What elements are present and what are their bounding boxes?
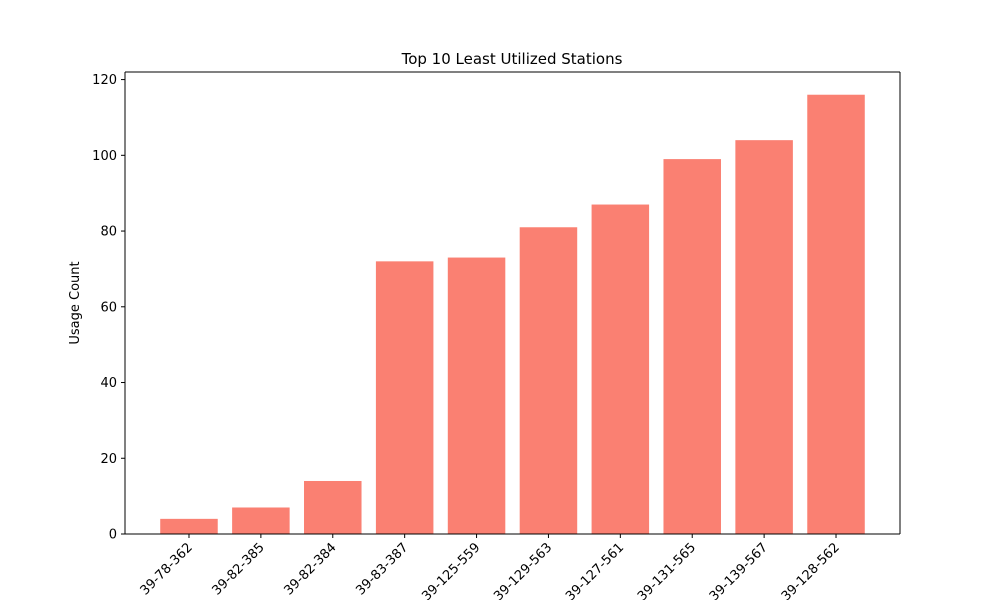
x-ticks-group: 39-78-362 39-82-385 39-82-384 39-83-387 39-1… xyxy=(138,534,843,600)
x-tick-label: 39-82-385 xyxy=(210,540,268,598)
y-axis-label: Usage Count xyxy=(68,261,83,344)
y-ticks-group: 0 20 40 60 80 100 120 xyxy=(92,73,125,543)
bar-39-129-563 xyxy=(519,227,578,534)
bar-39-82-384 xyxy=(304,480,362,534)
bar-39-128-562 xyxy=(807,94,865,534)
x-tick-label: 39-125-559 xyxy=(419,540,483,600)
bar-39-139-567 xyxy=(735,140,793,534)
bar-39-78-362 xyxy=(160,518,218,534)
bar-39-127-561 xyxy=(591,204,650,534)
y-tick-label: 60 xyxy=(100,300,117,315)
x-tick-label: 39-127-561 xyxy=(563,540,627,600)
x-tick-label: 39-129-563 xyxy=(491,540,555,600)
y-tick-label: 0 xyxy=(109,528,117,543)
bar-39-82-385 xyxy=(232,507,290,534)
y-tick-label: 80 xyxy=(100,225,117,240)
y-tick-label: 40 xyxy=(100,376,117,391)
y-tick-label: 20 xyxy=(100,452,117,467)
x-tick-label: 39-139-567 xyxy=(707,540,771,600)
bar-39-83-387 xyxy=(375,261,434,534)
y-tick-label: 100 xyxy=(92,149,117,164)
x-tick-label: 39-131-565 xyxy=(635,540,699,600)
x-tick-label: 39-82-384 xyxy=(281,540,339,598)
x-tick-label: 39-128-562 xyxy=(779,540,843,600)
bar-39-131-565 xyxy=(663,159,721,534)
bar-39-125-559 xyxy=(447,257,506,534)
bars-group xyxy=(160,94,865,534)
x-tick-label: 39-78-362 xyxy=(138,540,196,598)
y-tick-label: 120 xyxy=(92,73,117,88)
chart-title: Top 10 Least Utilized Stations xyxy=(401,50,623,68)
x-tick-label: 39-83-387 xyxy=(353,540,411,598)
axes-group xyxy=(124,71,901,535)
